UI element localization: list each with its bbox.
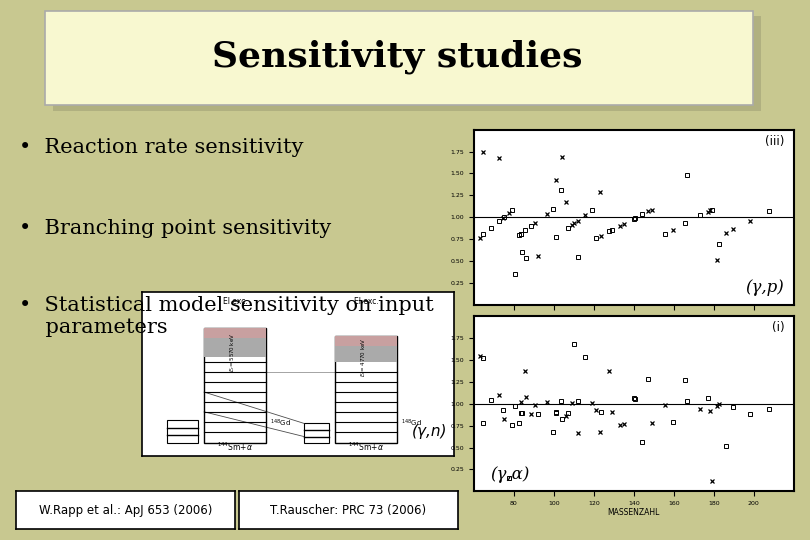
Text: El exc.: El exc. [223,296,248,306]
Text: El exc.: El exc. [354,296,378,306]
Text: •  Branching point sensitivity: • Branching point sensitivity [19,219,331,238]
Text: $^{148}$Gd: $^{148}$Gd [270,418,291,429]
Text: $^{144}$Sm+$\alpha$: $^{144}$Sm+$\alpha$ [217,441,254,453]
Text: (γ,α): (γ,α) [490,465,529,483]
Text: $^{148}$Gd: $^{148}$Gd [401,418,421,429]
Text: (γ,n): (γ,n) [411,424,447,439]
Text: T.Rauscher: PRC 73 (2006): T.Rauscher: PRC 73 (2006) [271,504,426,517]
Text: •  Statistical model sensitivity on input
    parameters: • Statistical model sensitivity on input… [19,295,433,336]
Text: $E_r$= 5570 keV: $E_r$= 5570 keV [228,333,237,372]
Text: (i): (i) [772,321,784,334]
Text: (iii): (iii) [765,135,784,148]
Text: W.Rapp et al.: ApJ 653 (2006): W.Rapp et al.: ApJ 653 (2006) [39,504,212,517]
Text: $^{144}$Sm+$\alpha$: $^{144}$Sm+$\alpha$ [348,441,384,453]
Bar [167,420,198,443]
Bar [204,328,266,338]
Bar [335,336,398,443]
Bar [204,338,266,357]
X-axis label: MASSENZAHL: MASSENZAHL [608,508,660,517]
Bar [304,423,329,443]
Text: $E_r$= 4770 keV: $E_r$= 4770 keV [359,338,368,377]
Bar [335,336,398,346]
X-axis label: MASSENZAHL: MASSENZAHL [608,321,660,330]
Text: (γ,p): (γ,p) [745,279,784,296]
Text: •  Reaction rate sensitivity: • Reaction rate sensitivity [19,138,303,157]
Bar [204,328,266,443]
Text: Sensitivity studies: Sensitivity studies [211,39,582,74]
Bar [335,346,398,362]
